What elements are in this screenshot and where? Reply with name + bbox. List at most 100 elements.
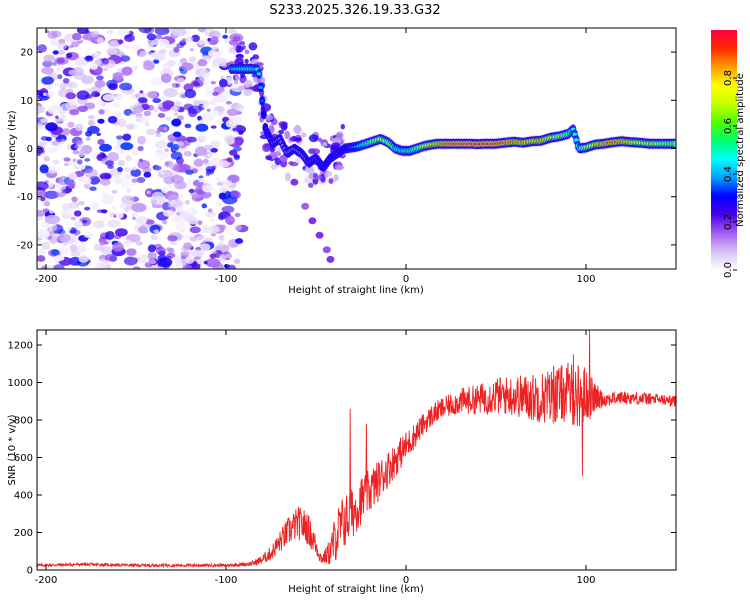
noise-cell — [68, 44, 74, 49]
noise-cell — [181, 38, 187, 42]
noise-cell — [225, 120, 235, 128]
noise-cell — [203, 260, 208, 265]
noise-cell — [265, 155, 273, 161]
noise-cell — [138, 226, 148, 234]
noise-cell — [163, 127, 168, 131]
noise-cell — [322, 142, 328, 147]
noise-cell — [136, 177, 146, 183]
noise-cell — [191, 34, 200, 42]
noise-cell — [215, 143, 220, 147]
x-tick-label: 100 — [576, 274, 595, 285]
noise-cell — [153, 229, 160, 234]
noise-cell — [175, 254, 181, 259]
noise-cell — [56, 189, 63, 193]
noise-cell — [161, 220, 168, 225]
noise-cell — [190, 48, 194, 52]
noise-cell — [244, 58, 249, 65]
noise-cell — [146, 33, 157, 41]
noise-cell — [123, 167, 132, 173]
noise-cell — [173, 112, 179, 116]
noise-cell — [135, 216, 148, 225]
noise-cell — [237, 130, 244, 136]
noise-cell — [205, 171, 211, 177]
noise-cell — [112, 101, 121, 108]
noise-cell — [98, 109, 105, 115]
snr-y-axis: 0 200 400 600 800 1000 1200 — [8, 341, 676, 577]
noise-cell — [132, 266, 141, 269]
noise-cell — [107, 116, 118, 124]
noise-cell — [196, 235, 209, 244]
noise-cell — [130, 168, 142, 177]
noise-cell — [212, 57, 228, 67]
noise-cell — [232, 130, 239, 137]
colorbar-tick-label: 0.8 — [723, 70, 734, 86]
noise-cell — [59, 114, 67, 122]
noise-cell — [269, 147, 275, 153]
y-tick-label: 0 — [27, 144, 33, 155]
noise-cell — [225, 100, 232, 105]
noise-cell — [78, 255, 89, 263]
noise-cell — [185, 256, 195, 264]
noise-cell — [145, 90, 158, 99]
noise-cell — [70, 250, 81, 257]
x-tick-label: -200 — [35, 274, 58, 285]
noise-cell — [248, 42, 258, 51]
noise-cell — [308, 182, 314, 188]
noise-cell — [109, 40, 120, 49]
noise-cell — [103, 173, 111, 180]
noise-cell — [43, 54, 55, 63]
noise-cell — [216, 181, 224, 186]
noise-cell — [177, 141, 184, 147]
noise-cell — [137, 135, 146, 145]
noise-cell — [112, 144, 121, 150]
ridge-core — [261, 112, 266, 116]
noise-cell — [202, 104, 209, 109]
noise-cell — [143, 171, 152, 178]
noise-cell — [112, 72, 124, 80]
noise-cell — [311, 148, 321, 155]
noise-cell — [207, 154, 213, 158]
noise-cell — [226, 157, 233, 163]
noise-cell — [102, 67, 109, 72]
noise-cell — [152, 165, 162, 171]
noise-cell — [237, 85, 246, 91]
noise-cell — [97, 118, 105, 124]
noise-cell — [103, 108, 111, 113]
noise-cell — [160, 170, 165, 175]
noise-cell — [210, 81, 216, 85]
noise-cell — [195, 123, 209, 132]
spectrogram-x-axis: -200 -100 0 100 — [35, 28, 596, 285]
noise-cell — [96, 37, 104, 44]
noise-cell — [228, 149, 238, 156]
secondary-trace-point — [326, 255, 335, 263]
colorbar-tick-label: 0.0 — [723, 262, 734, 278]
noise-cell — [50, 249, 60, 256]
noise-cell — [79, 149, 86, 156]
noise-cell — [70, 244, 77, 252]
noise-cell — [210, 218, 215, 222]
noise-cell — [201, 203, 207, 209]
noise-cell — [175, 222, 187, 232]
y-tick-label: -10 — [17, 192, 33, 203]
noise-cell — [105, 253, 117, 262]
noise-cell — [120, 142, 134, 151]
noise-cell — [91, 91, 100, 98]
noise-cell — [59, 246, 69, 255]
y-tick-label: 20 — [20, 48, 33, 59]
noise-cell — [167, 60, 176, 67]
noise-cell — [183, 150, 192, 157]
noise-cell — [90, 30, 100, 38]
noise-cell — [71, 196, 78, 203]
noise-cell — [196, 259, 203, 265]
colorbar: 0.0 0.2 0.4 0.6 0.8 Normalized spectral ampl… — [711, 30, 746, 278]
noise-cell — [75, 58, 87, 67]
noise-cell — [83, 231, 94, 238]
noise-cell — [37, 209, 46, 217]
noise-cell — [176, 212, 181, 216]
x-tick-label: 0 — [403, 575, 409, 586]
noise-cell — [182, 264, 193, 269]
noise-cell — [100, 209, 108, 214]
noise-cell — [58, 49, 65, 55]
noise-cell — [125, 188, 132, 194]
